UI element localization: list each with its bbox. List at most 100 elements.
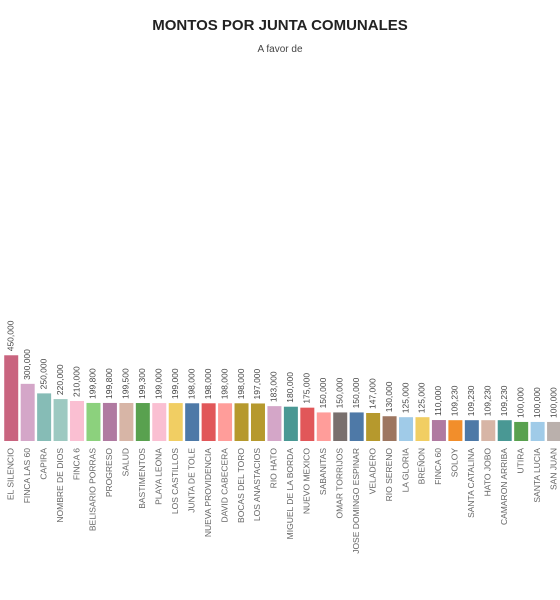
value-label: 109,230 (483, 385, 493, 416)
bar (70, 400, 85, 441)
value-label: 130,000 (384, 381, 394, 412)
x-tick-label: SANTA LUCIA (532, 448, 542, 503)
x-tick-label: BELISARIO PORRAS (88, 448, 98, 531)
x-tick-label: SOLOY (450, 448, 460, 478)
bar (267, 406, 282, 441)
value-label: 199,500 (121, 368, 131, 399)
value-label: 110,000 (433, 386, 443, 416)
x-tick-label: UTIRA (515, 448, 525, 474)
value-label: 198,000 (203, 368, 213, 399)
x-tick-label: VELADERO (367, 448, 377, 495)
x-tick-label: FINCA 60 (433, 448, 443, 485)
value-label: 147,000 (367, 378, 377, 409)
bar (4, 355, 19, 441)
x-tick-label: EL SILENCIO (5, 448, 15, 501)
x-tick-label: CAPIRA (38, 448, 48, 480)
x-tick-label: NUEVO MEXICO (302, 448, 312, 515)
value-label: 300,000 (22, 349, 32, 380)
chart-title: MONTOS POR JUNTA COMUNALES (152, 17, 408, 34)
bar (399, 417, 414, 441)
x-tick-label: LOS CASTILLOS (170, 448, 180, 514)
value-label: 100,000 (548, 387, 558, 418)
x-tick-label: BREÑON (417, 448, 427, 484)
x-tick-label: BOCAS DEL TORO (236, 448, 246, 523)
value-label: 109,230 (499, 385, 509, 416)
bar (119, 402, 134, 441)
value-label: 180,000 (285, 372, 295, 403)
value-label: 250,000 (38, 358, 48, 389)
value-label: 197,000 (252, 368, 262, 399)
bar (283, 406, 298, 441)
value-label: 183,000 (269, 371, 279, 402)
x-tick-label: MIGUEL DE LA BORDA (285, 448, 295, 540)
x-tick-label: RIO HATO (269, 448, 279, 489)
value-label: 199,800 (104, 368, 114, 399)
x-tick-label: SALUD (121, 448, 131, 476)
bar (135, 403, 150, 441)
x-tick-label: CAMARON ARRIBA (499, 448, 509, 525)
value-label: 198,000 (219, 368, 229, 399)
x-tick-label: LA GLORIA (400, 448, 410, 493)
bar (530, 421, 545, 441)
bar (102, 402, 117, 441)
value-label: 210,000 (71, 366, 81, 397)
value-label: 100,000 (515, 387, 525, 418)
value-label: 125,000 (417, 382, 427, 413)
x-tick-label: FINCA 6 (71, 448, 81, 480)
bar (185, 403, 200, 441)
bar (201, 403, 216, 441)
x-tick-label: HATO JOBO (483, 448, 493, 497)
bar (37, 393, 52, 441)
bar (250, 403, 265, 441)
x-tick-label: LOS ANASTACIOS (252, 448, 262, 521)
x-tick-label: FINCA LAS 60 (22, 448, 32, 504)
value-label: 199,800 (88, 368, 98, 399)
x-tick-label: PLAYA LEONA (154, 448, 164, 505)
x-tick-label: SANTA CATALINA (466, 448, 476, 518)
bar (431, 420, 446, 441)
value-label: 198,000 (236, 368, 246, 399)
bar (152, 403, 167, 441)
bar (20, 383, 35, 441)
bar (547, 421, 560, 441)
value-label: 150,000 (318, 377, 328, 408)
bar (366, 412, 381, 441)
bar (514, 421, 529, 441)
value-label: 199,000 (154, 368, 164, 399)
value-label: 199,300 (137, 368, 147, 399)
bar (300, 407, 315, 441)
value-label: 150,000 (351, 377, 361, 408)
bar (53, 399, 68, 441)
x-tick-label: NUEVA PROVIDENCIA (203, 448, 213, 537)
value-label: 125,000 (400, 382, 410, 413)
bar (316, 412, 331, 441)
value-label: 220,000 (55, 364, 65, 395)
bar (497, 420, 512, 441)
x-tick-label: SAN JUAN (548, 448, 558, 490)
bar (234, 403, 249, 441)
x-tick-label: JUNTA DE TOLE (186, 448, 196, 513)
bar (86, 402, 101, 441)
x-tick-label: BASTIMENTOS (137, 448, 147, 509)
bar (382, 416, 397, 441)
chart-subtitle: A favor de (257, 44, 302, 55)
value-label: 150,000 (334, 377, 344, 408)
value-label: 109,230 (466, 385, 476, 416)
x-tick-label: SABANITAS (318, 448, 328, 495)
bar (218, 403, 233, 441)
x-tick-label: DAVID CABECERA (219, 448, 229, 523)
value-label: 109,230 (450, 385, 460, 416)
value-label: 175,000 (302, 373, 312, 404)
x-tick-label: JOSE DOMINGO ESPINAR (351, 448, 361, 554)
value-label: 198,000 (186, 368, 196, 399)
x-tick-label: PROGRESO (104, 448, 114, 498)
bar (333, 412, 348, 441)
value-label: 450,000 (5, 320, 15, 351)
x-tick-label: NOMBRE DE DIOS (55, 448, 65, 523)
x-tick-label: RIO SERENO (384, 448, 394, 502)
value-label: 199,000 (170, 368, 180, 399)
bar (464, 420, 479, 441)
value-label: 100,000 (532, 387, 542, 418)
bar (349, 412, 364, 441)
